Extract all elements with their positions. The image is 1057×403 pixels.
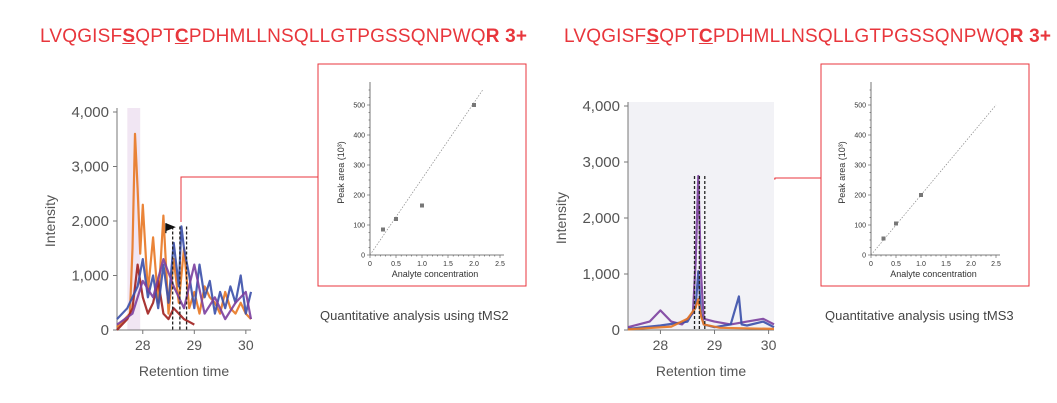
y-tick-label: 2,000: [71, 213, 109, 230]
x-tick-label: 1.0: [916, 261, 926, 268]
x-tick-label: 0.5: [391, 261, 401, 268]
caption-left: Quantitative analysis using tMS2: [320, 308, 509, 323]
x-tick-label: 30: [761, 337, 777, 353]
x-tick-label: 2.0: [966, 261, 976, 268]
x-tick-label: 29: [707, 337, 723, 353]
x-axis-label: Retention time: [139, 363, 229, 379]
y-tick-label: 3,000: [582, 154, 620, 171]
x-tick-label: 1.0: [417, 261, 427, 268]
y-tick-label: 200: [353, 193, 365, 200]
x-axis-label: Analyte concentration: [890, 269, 977, 279]
y-tick-label: 200: [854, 193, 866, 200]
y-tick-label: 3,000: [71, 159, 109, 176]
y-tick-label: 0: [612, 322, 620, 339]
y-tick-label: 0: [862, 253, 866, 260]
flag-marker: [165, 223, 176, 232]
y-tick-label: 500: [854, 103, 866, 110]
y-axis-label: Intensity: [553, 192, 569, 244]
y-tick-label: 0: [101, 322, 109, 339]
y-tick-label: 400: [353, 133, 365, 140]
x-tick-label: 2.5: [991, 261, 1001, 268]
data-point: [420, 203, 424, 208]
y-tick-label: 0: [361, 253, 365, 260]
y-tick-label: 400: [854, 133, 866, 140]
fit-line: [369, 89, 483, 256]
calibration-frame-left: [317, 63, 527, 287]
y-tick-label: 500: [353, 103, 365, 110]
x-tick-label: 28: [135, 337, 151, 353]
x-axis-label: Analyte concentration: [392, 269, 479, 279]
y-axis-label: Peak area (10³): [336, 141, 346, 204]
x-tick-label: 0: [869, 261, 873, 268]
data-point: [381, 227, 385, 232]
series-line-purple: [116, 258, 253, 326]
y-tick-label: 300: [854, 163, 866, 170]
x-tick-label: 2.0: [469, 261, 479, 268]
data-point: [919, 193, 923, 197]
y-tick-label: 300: [353, 163, 365, 170]
data-point: [394, 217, 398, 221]
x-tick-label: 28: [653, 337, 669, 353]
chromatogram-tms2: 0 1,000 2,000 3,000 4,000 28 29 30 Retention tim…: [42, 104, 254, 379]
x-tick-label: 0.5: [891, 261, 901, 268]
calibration-plot-tms3: 0 100 200 300 400 500 0 0.5 1.0 1.5 2.0 2.5 Analyte …: [837, 82, 1001, 279]
fit-line: [870, 104, 997, 256]
plot-background: [628, 102, 774, 330]
peptide-sequence-left: LVQGISFSQPTCPDHMLLNSQLLGTPGSSQNPWQR 3+: [40, 26, 528, 47]
connector-left: [180, 176, 318, 222]
x-tick-label: 30: [238, 337, 254, 353]
data-point: [472, 103, 476, 107]
x-tick-label: 2.5: [495, 261, 505, 268]
caption-right: Quantitative analysis using tMS3: [825, 308, 1014, 323]
data-point: [894, 221, 898, 226]
y-tick-label: 2,000: [582, 210, 620, 227]
x-axis-label: Retention time: [656, 363, 746, 379]
y-tick-label: 100: [854, 223, 866, 230]
peptide-sequence-right: LVQGISFSQPTCPDHMLLNSQLLGTPGSSQNPWQR 3+: [564, 26, 1052, 47]
y-tick-label: 100: [353, 223, 365, 230]
y-tick-label: 4,000: [582, 98, 620, 115]
calibration-frame-right: [820, 63, 1030, 287]
x-tick-label: 29: [187, 337, 203, 353]
chromatogram-tms3: 0 1,000 2,000 3,000 4,000 28 29 30 Retention tim…: [553, 98, 777, 379]
data-point: [881, 236, 886, 241]
y-tick-label: 1,000: [71, 268, 109, 285]
x-tick-label: 1.5: [941, 261, 951, 268]
series-line-orange: [627, 298, 775, 331]
x-tick-label: 0: [368, 261, 372, 268]
y-axis-label: Intensity: [42, 195, 58, 247]
x-tick-label: 1.5: [443, 261, 453, 268]
y-axis-label: Peak area (10³): [837, 141, 847, 204]
y-tick-label: 4,000: [71, 104, 109, 121]
y-tick-label: 1,000: [582, 266, 620, 283]
calibration-plot-tms2: 0 100 200 300 400 500 0 0.5 1.0 1.5 2.0 2.5 Analyte …: [336, 82, 505, 279]
